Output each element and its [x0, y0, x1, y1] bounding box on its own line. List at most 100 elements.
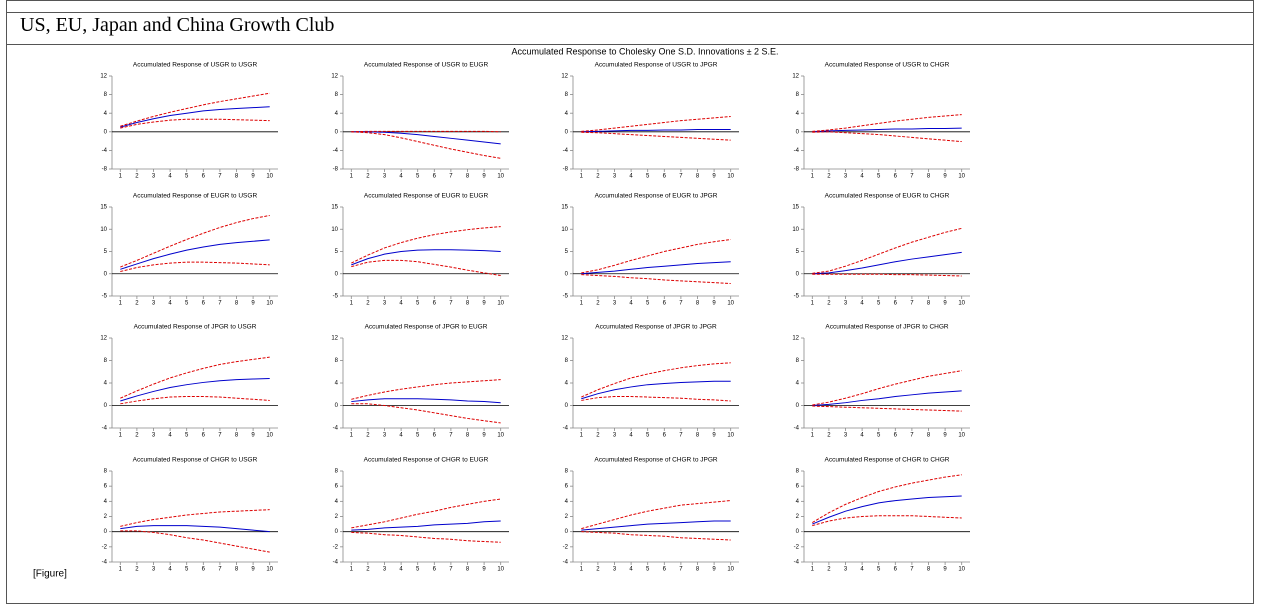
x-tick-label: 10 — [727, 301, 734, 307]
x-tick-label: 10 — [497, 174, 504, 180]
x-tick-label: 1 — [119, 567, 123, 573]
x-tick-label: 6 — [433, 174, 437, 180]
y-tick-label: -2 — [563, 544, 569, 550]
y-tick-label: -8 — [102, 167, 108, 173]
x-tick-label: 10 — [727, 433, 734, 439]
x-tick-label: 3 — [613, 301, 617, 307]
x-tick-label: 10 — [958, 433, 965, 439]
response-line — [812, 132, 961, 142]
y-tick-label: 4 — [104, 111, 108, 117]
x-tick-label: 1 — [580, 301, 584, 307]
x-tick-label: 1 — [580, 174, 584, 180]
response-line — [581, 532, 730, 540]
x-tick-label: 8 — [927, 567, 931, 573]
y-tick-label: 0 — [104, 403, 108, 409]
x-tick-label: 9 — [712, 174, 716, 180]
chart-title: Accumulated Response of JPGR to USGR — [134, 324, 257, 331]
x-tick-label: 3 — [152, 433, 156, 439]
x-tick-label: 4 — [629, 174, 633, 180]
response-line — [351, 532, 500, 542]
y-tick-label: 10 — [792, 227, 799, 233]
y-tick-label: -5 — [563, 294, 569, 300]
x-tick-label: 7 — [218, 567, 222, 573]
x-tick-label: 9 — [251, 567, 255, 573]
response-line — [120, 357, 269, 398]
response-line — [120, 262, 269, 271]
x-tick-label: 3 — [844, 174, 848, 180]
x-tick-label: 9 — [943, 433, 947, 439]
y-tick-label: 4 — [565, 499, 569, 505]
response-line — [120, 531, 269, 552]
x-tick-label: 4 — [399, 174, 403, 180]
x-tick-label: 2 — [366, 301, 370, 307]
response-line — [581, 132, 730, 140]
y-tick-label: -4 — [333, 560, 339, 566]
x-tick-label: 6 — [894, 174, 898, 180]
y-tick-label: 8 — [565, 92, 569, 98]
response-line — [581, 397, 730, 402]
response-line — [351, 250, 500, 265]
x-tick-label: 2 — [596, 174, 600, 180]
x-tick-label: 9 — [712, 567, 716, 573]
x-tick-label: 10 — [958, 174, 965, 180]
y-tick-label: 4 — [335, 499, 339, 505]
x-tick-label: 8 — [696, 433, 700, 439]
x-tick-label: 8 — [466, 433, 470, 439]
x-tick-label: 10 — [958, 301, 965, 307]
x-tick-label: 2 — [366, 567, 370, 573]
x-tick-label: 8 — [927, 433, 931, 439]
x-tick-label: 6 — [433, 301, 437, 307]
response-line — [120, 526, 269, 532]
x-tick-label: 4 — [629, 301, 633, 307]
x-tick-label: 2 — [596, 567, 600, 573]
chart-title: Accumulated Response of CHGR to USGR — [133, 457, 258, 464]
x-tick-label: 7 — [679, 567, 683, 573]
chart-title: Accumulated Response of USGR to EUGR — [364, 62, 489, 69]
x-tick-label: 3 — [613, 433, 617, 439]
x-tick-label: 8 — [696, 301, 700, 307]
y-tick-label: -2 — [794, 544, 800, 550]
response-line — [351, 260, 500, 275]
response-line — [581, 275, 730, 284]
x-tick-label: 6 — [433, 567, 437, 573]
x-tick-label: 10 — [266, 301, 273, 307]
x-tick-label: 8 — [235, 433, 239, 439]
y-tick-label: -2 — [102, 544, 108, 550]
y-tick-label: -4 — [102, 148, 108, 154]
y-tick-label: 0 — [104, 271, 108, 277]
y-tick-label: 4 — [796, 111, 800, 117]
x-tick-label: 4 — [168, 433, 172, 439]
response-line — [812, 406, 961, 411]
x-tick-label: 1 — [350, 174, 354, 180]
y-tick-label: 0 — [335, 529, 339, 535]
x-tick-label: 3 — [383, 567, 387, 573]
y-tick-label: -4 — [563, 560, 569, 566]
x-tick-label: 1 — [580, 567, 584, 573]
y-tick-label: 12 — [100, 74, 107, 80]
x-tick-label: 7 — [910, 567, 914, 573]
x-tick-label: 2 — [596, 433, 600, 439]
x-tick-label: 10 — [266, 567, 273, 573]
x-tick-label: 2 — [827, 301, 831, 307]
x-tick-label: 7 — [910, 174, 914, 180]
x-tick-label: 8 — [696, 174, 700, 180]
x-tick-label: 3 — [844, 301, 848, 307]
response-line — [351, 227, 500, 263]
y-tick-label: 15 — [100, 205, 107, 211]
response-line — [351, 132, 500, 144]
x-tick-label: 10 — [958, 567, 965, 573]
y-tick-label: 8 — [104, 92, 108, 98]
response-line — [812, 228, 961, 273]
x-tick-label: 2 — [827, 174, 831, 180]
y-tick-label: 8 — [335, 358, 339, 364]
x-tick-label: 4 — [860, 174, 864, 180]
x-tick-label: 10 — [727, 174, 734, 180]
y-tick-label: 8 — [796, 469, 800, 475]
chart-title: Accumulated Response of CHGR to EUGR — [364, 457, 489, 464]
y-tick-label: -4 — [563, 148, 569, 154]
x-tick-label: 3 — [383, 174, 387, 180]
y-tick-label: -8 — [563, 167, 569, 173]
response-line — [812, 391, 961, 406]
x-tick-label: 5 — [646, 433, 650, 439]
